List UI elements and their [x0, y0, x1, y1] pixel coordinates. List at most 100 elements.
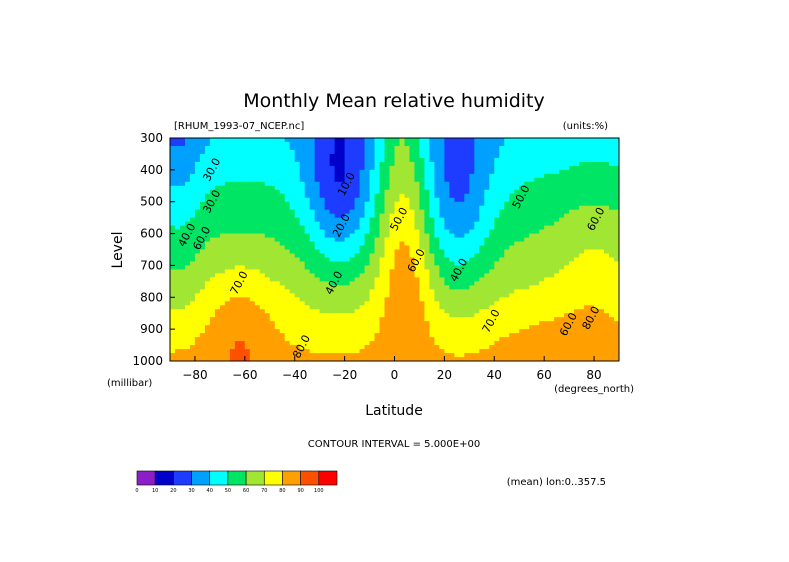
- field-cell: [204, 209, 211, 215]
- field-cell: [209, 289, 216, 294]
- field-cell: [194, 181, 201, 187]
- field-cell: [314, 289, 321, 294]
- field-cell: [194, 229, 201, 235]
- field-cell: [579, 217, 585, 223]
- field-cell: [199, 249, 206, 255]
- field-cell: [599, 257, 605, 263]
- field-cell: [444, 277, 450, 282]
- field-cell: [309, 237, 316, 243]
- field-cell: [369, 353, 376, 358]
- field-cell: [399, 253, 406, 259]
- field-cell: [599, 297, 605, 302]
- field-cell: [449, 241, 455, 247]
- field-cell: [224, 141, 231, 147]
- field-cell: [514, 145, 520, 151]
- field-cell: [174, 213, 181, 219]
- field-cell: [274, 349, 281, 354]
- field-cell: [534, 189, 540, 195]
- field-cell: [609, 209, 615, 215]
- field-cell: [434, 333, 440, 338]
- field-cell: [439, 153, 445, 159]
- field-cell: [449, 261, 455, 267]
- field-cell: [184, 197, 191, 203]
- field-cell: [239, 141, 246, 147]
- field-cell: [174, 209, 181, 215]
- field-cell: [334, 205, 341, 211]
- field-cell: [394, 233, 401, 239]
- field-cell: [334, 149, 341, 155]
- field-cell: [554, 197, 560, 203]
- field-cell: [509, 257, 515, 263]
- field-cell: [549, 185, 555, 191]
- field-cell: [234, 241, 241, 247]
- field-cell: [224, 138, 231, 143]
- field-cell: [179, 237, 186, 243]
- field-cell: [174, 301, 181, 306]
- field-cell: [349, 169, 356, 175]
- field-cell: [604, 165, 610, 171]
- field-cell: [274, 153, 281, 159]
- field-cell: [504, 165, 510, 171]
- field-cell: [269, 157, 276, 163]
- field-cell: [409, 153, 416, 159]
- field-cell: [194, 177, 201, 183]
- field-cell: [229, 257, 236, 263]
- field-cell: [464, 329, 470, 334]
- field-cell: [344, 249, 351, 255]
- field-cell: [439, 261, 445, 267]
- field-cell: [609, 149, 615, 155]
- field-cell: [529, 349, 535, 354]
- field-cell: [499, 329, 505, 334]
- field-cell: [514, 281, 520, 286]
- field-cell: [549, 317, 555, 322]
- field-cell: [249, 161, 256, 167]
- field-cell: [394, 261, 401, 267]
- field-cell: [464, 145, 470, 151]
- field-cell: [379, 305, 386, 310]
- field-cell: [170, 237, 176, 243]
- field-cell: [524, 189, 530, 195]
- field-cell: [484, 237, 490, 243]
- field-cell: [324, 285, 331, 290]
- field-cell: [539, 181, 545, 187]
- field-cell: [599, 253, 605, 259]
- field-cell: [494, 321, 500, 326]
- field-cell: [464, 197, 470, 203]
- field-cell: [344, 189, 351, 195]
- field-cell: [304, 265, 311, 271]
- field-cell: [314, 229, 321, 235]
- field-cell: [534, 281, 540, 286]
- field-cell: [449, 353, 455, 358]
- field-cell: [464, 138, 470, 143]
- field-cell: [179, 245, 186, 251]
- field-cell: [234, 353, 241, 358]
- field-cell: [539, 241, 545, 247]
- field-cell: [524, 257, 530, 263]
- field-cell: [174, 138, 181, 143]
- field-cell: [529, 353, 535, 358]
- field-cell: [574, 169, 580, 175]
- field-cell: [294, 269, 301, 274]
- field-cell: [329, 349, 336, 354]
- field-cell: [334, 177, 341, 183]
- field-cell: [374, 245, 381, 251]
- field-cell: [344, 265, 351, 271]
- field-cell: [399, 145, 406, 151]
- field-cell: [509, 245, 515, 251]
- field-cell: [244, 325, 251, 330]
- field-cell: [294, 185, 301, 191]
- field-cell: [569, 209, 575, 215]
- field-cell: [389, 217, 396, 223]
- field-cell: [459, 349, 465, 354]
- field-cell: [469, 161, 475, 167]
- field-cell: [409, 265, 416, 271]
- field-cell: [479, 181, 485, 187]
- field-cell: [474, 213, 480, 219]
- field-cell: [389, 145, 396, 151]
- field-cell: [609, 277, 615, 282]
- field-cell: [524, 353, 530, 358]
- field-cell: [264, 153, 271, 159]
- field-cell: [574, 317, 580, 322]
- field-cell: [514, 185, 520, 191]
- field-cell: [499, 197, 505, 203]
